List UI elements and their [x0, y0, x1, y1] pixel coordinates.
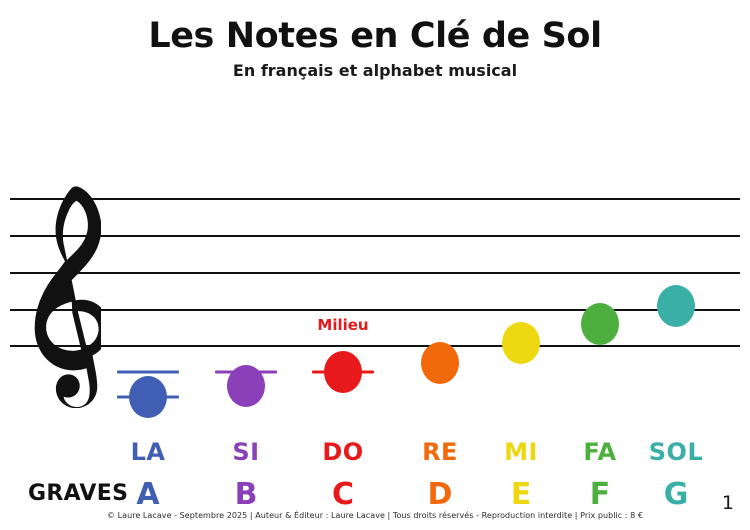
solfege-label-re: RE: [422, 438, 458, 466]
middle-c-label: Milieu: [317, 316, 369, 334]
note-head-fa[interactable]: [581, 303, 619, 345]
letter-label-d: D: [427, 477, 453, 512]
note-head-si[interactable]: [227, 365, 265, 407]
page-title: Les Notes en Clé de Sol: [148, 16, 602, 56]
ledger-line-la-1: [117, 370, 179, 374]
note-head-la[interactable]: [129, 376, 167, 418]
staff-line-4: [10, 309, 740, 311]
staff-line-5: [10, 345, 740, 347]
footer-credit: © Laure Lacave - Septembre 2025 | Auteur…: [106, 511, 644, 520]
letter-label-f: F: [589, 477, 611, 512]
letter-label-e: E: [510, 477, 532, 512]
letter-label-g: G: [663, 477, 689, 512]
page-number: 1: [721, 492, 734, 514]
staff-line-3: [10, 272, 740, 274]
note-head-sol[interactable]: [657, 285, 695, 327]
solfege-label-mi: MI: [504, 438, 538, 466]
page-subtitle: En français et alphabet musical: [232, 61, 518, 80]
treble-clef-icon: [33, 186, 110, 409]
solfege-label-fa: FA: [583, 438, 617, 466]
staff-line-1: [10, 198, 740, 200]
note-head-do[interactable]: [324, 351, 362, 393]
letter-label-a: A: [136, 477, 160, 512]
solfege-label-si: SI: [232, 438, 260, 466]
letter-label-b: B: [234, 477, 258, 512]
note-head-re[interactable]: [421, 342, 459, 384]
letter-label-c: C: [331, 477, 355, 512]
note-head-mi[interactable]: [502, 322, 540, 364]
solfege-label-do: DO: [322, 438, 364, 466]
solfege-label-la: LA: [130, 438, 166, 466]
staff-line-2: [10, 235, 740, 237]
solfege-label-sol: SOL: [648, 438, 704, 466]
graves-label: GRAVES: [28, 481, 129, 506]
